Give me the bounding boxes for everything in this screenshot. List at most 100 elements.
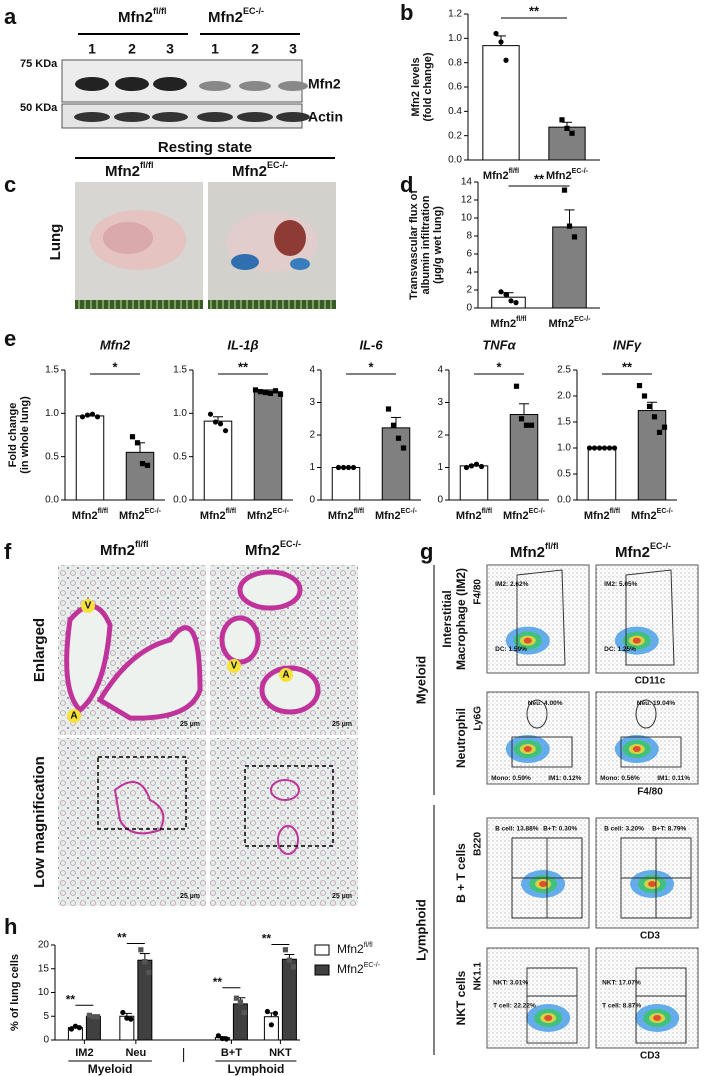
y-tick-label: 2.0 (557, 391, 571, 402)
point (636, 383, 643, 389)
y-axis-label: (fold change) (422, 52, 434, 121)
row-label: Interstitial (440, 590, 454, 647)
point (350, 464, 357, 471)
point (656, 429, 663, 435)
point (217, 421, 224, 427)
point (340, 464, 347, 471)
point (79, 414, 86, 420)
panel-letter: e (4, 326, 16, 351)
legend-label: Mfn2fl/fl (337, 942, 373, 956)
point (345, 464, 352, 471)
point (390, 422, 397, 428)
panel-letter: c (4, 172, 16, 197)
point (335, 464, 342, 471)
y-tick-label: 10 (38, 987, 50, 998)
point (237, 999, 243, 1005)
point (124, 1015, 130, 1021)
y-tick-label: 2 (309, 430, 315, 441)
y-tick-label: 20 (38, 940, 50, 951)
bar (232, 1003, 248, 1041)
y-tick-label: 0 (43, 1035, 49, 1046)
x-tick-label: Mfn2EC-/- (631, 508, 674, 522)
point (268, 1022, 274, 1028)
axis-label: F4/80 (637, 787, 663, 798)
axis-label: CD11c (635, 676, 666, 687)
row-label: Neutrophil (454, 708, 468, 768)
lane-label: 1 (88, 41, 96, 57)
bar (203, 420, 233, 501)
bar (482, 45, 520, 161)
panel-letter: f (4, 539, 12, 564)
gate (635, 699, 657, 729)
vessel-label: A (70, 711, 77, 722)
point (215, 1033, 221, 1039)
x-tick-label: Mfn2fl/fl (72, 508, 108, 522)
point (272, 1010, 278, 1017)
x-tick-label: Mfn2EC-/- (546, 168, 589, 182)
point (257, 389, 264, 395)
y-tick-label: 12 (461, 195, 473, 206)
group-label: Mfn2EC-/- (615, 541, 671, 561)
y-axis-label: albumin infiltration (420, 195, 432, 294)
gate-label: B cell: 13.88% (495, 826, 539, 833)
significance: * (496, 359, 502, 374)
bar (587, 447, 617, 501)
panel-letter: g (420, 539, 433, 564)
y-tick-label: 6 (466, 249, 472, 260)
panel-letter: b (400, 0, 413, 25)
significance: ** (622, 359, 633, 374)
point (651, 414, 658, 420)
significance: * (112, 359, 118, 374)
point (282, 947, 288, 953)
y-tick-label: 1.2 (448, 9, 462, 20)
y-tick-label: 5 (43, 1011, 49, 1022)
point (264, 1008, 270, 1015)
chart-title: INFγ (613, 337, 642, 352)
axis-label: B220 (473, 832, 484, 856)
gate-label: B+T: 0.30% (543, 826, 577, 833)
bar (253, 391, 283, 501)
point (212, 419, 219, 425)
flow-plot (595, 564, 699, 674)
gate-label: IM2: 5.05% (604, 581, 637, 588)
panel-c: Resting state Mfn2fl/fl Mfn2EC-/- Lung (47, 139, 336, 309)
axis-label: F4/80 (473, 579, 484, 605)
y-tick-label: 8 (466, 231, 472, 242)
chart-title: IL-6 (359, 337, 383, 352)
point (586, 445, 593, 451)
gate-label: B+T: 8.79% (652, 826, 686, 833)
micrograph (58, 738, 206, 906)
significance: ** (238, 359, 249, 374)
point (503, 57, 509, 63)
point (513, 300, 519, 306)
legend-label: Mfn2EC-/- (337, 962, 381, 976)
lane-label: 3 (289, 41, 297, 57)
point (385, 406, 392, 412)
lineage-label: Lymphoid (413, 899, 428, 961)
x-tick-label: Mfn2fl/fl (456, 508, 492, 522)
point (661, 424, 668, 430)
point (468, 463, 475, 469)
gate (511, 736, 573, 768)
x-tick-label: Mfn2EC-/- (119, 508, 162, 522)
y-tick-label: 2 (466, 285, 472, 296)
vessel-label: A (282, 670, 289, 681)
group-label: Mfn2EC-/- (232, 160, 288, 180)
marker-label: 50 KDa (20, 102, 58, 114)
bar (125, 451, 155, 501)
significance: ** (117, 931, 127, 945)
point (86, 1012, 92, 1018)
point (222, 428, 229, 434)
row-label: Macrophage (IM2) (454, 568, 468, 670)
y-tick-label: 0.0 (173, 495, 187, 506)
panel-letter: a (4, 4, 17, 29)
y-tick-label: 0.5 (173, 451, 187, 462)
gate (526, 699, 548, 729)
panel-title: Resting state (158, 139, 252, 156)
point (252, 387, 259, 393)
bar (552, 226, 587, 309)
y-tick-label: 1.5 (45, 365, 59, 376)
point (601, 445, 608, 451)
point (144, 462, 151, 468)
point (463, 464, 470, 471)
